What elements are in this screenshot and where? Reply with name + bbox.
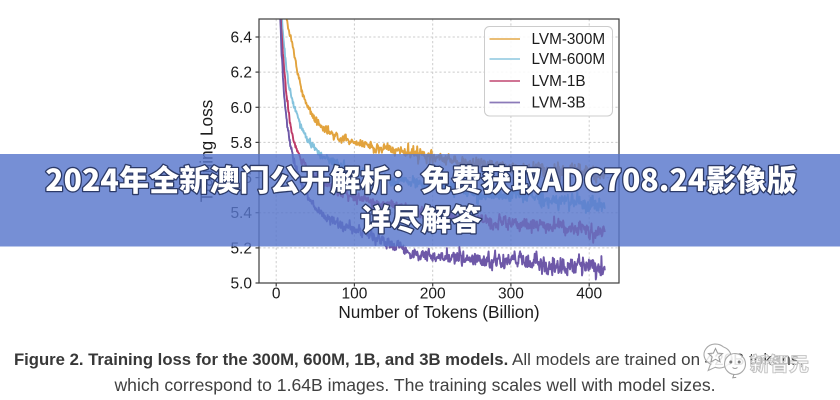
svg-text:which correspond to 1.64B imag: which correspond to 1.64B images. The tr…	[113, 375, 715, 395]
svg-text:200: 200	[420, 286, 446, 303]
svg-text:100: 100	[341, 286, 367, 303]
svg-text:Number of Tokens (Billion): Number of Tokens (Billion)	[338, 302, 539, 322]
svg-text:6.4: 6.4	[230, 30, 252, 47]
svg-text:6.2: 6.2	[230, 65, 252, 82]
svg-text:LVM-300M: LVM-300M	[532, 31, 606, 48]
svg-text:0: 0	[272, 286, 281, 303]
svg-text:300: 300	[498, 286, 524, 303]
svg-text:LVM-1B: LVM-1B	[532, 73, 586, 90]
svg-text:6.0: 6.0	[230, 100, 252, 117]
svg-text:LVM-3B: LVM-3B	[532, 95, 586, 112]
svg-text:5.0: 5.0	[230, 276, 252, 293]
svg-text:Figure 2. Training loss for th: Figure 2. Training loss for the 300M, 60…	[14, 350, 804, 369]
svg-text:5.8: 5.8	[230, 135, 252, 152]
svg-text:LVM-600M: LVM-600M	[532, 51, 606, 68]
svg-text:400: 400	[576, 286, 602, 303]
